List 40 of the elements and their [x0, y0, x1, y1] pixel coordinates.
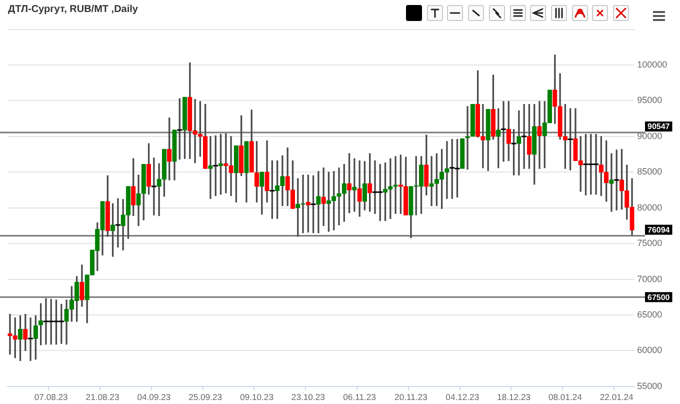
x-tick-label: 07.08.23: [34, 392, 68, 402]
x-tick-label: 22.01.24: [600, 392, 634, 402]
y-tick-label: 75000: [637, 238, 662, 248]
y-tick-label: 95000: [637, 95, 662, 106]
candlestick: [609, 153, 614, 212]
candlestick: [460, 138, 465, 169]
x-tick-label: 25.09.23: [188, 392, 222, 402]
candlestick: [316, 171, 321, 234]
ref-line-label: 90547: [648, 122, 670, 132]
y-tick-label: 85000: [637, 166, 662, 177]
y-tick-label: 90000: [637, 130, 662, 141]
candlestick: [336, 168, 342, 226]
candlestick: [480, 104, 486, 168]
y-tick-label: 100000: [637, 59, 668, 70]
candlestick: [321, 168, 326, 226]
ref-line-label: 76094: [648, 225, 670, 234]
candlestick: [357, 160, 362, 217]
candlestick: [120, 198, 126, 250]
x-tick-label: 09.10.23: [240, 392, 274, 402]
x-tick-label: 04.12.23: [446, 392, 480, 402]
y-tick-label: 60000: [637, 345, 662, 356]
chart-title: ДТЛ-Сургут, RUB/MT ,Daily: [8, 3, 138, 16]
y-tick-label: 55000: [637, 380, 662, 391]
y-tick-label: 80000: [637, 202, 662, 212]
candlestick: [516, 110, 522, 176]
candlestick: [208, 136, 213, 199]
candlestick: [470, 104, 475, 137]
x-tick-label: 18.12.23: [497, 392, 531, 402]
candlestick: [136, 174, 141, 226]
x-tick-label: 08.01.24: [548, 392, 582, 402]
x-tick-label: 06.11.23: [343, 392, 376, 402]
candlestick: [429, 156, 434, 206]
ref-line-label: 67500: [648, 292, 670, 302]
y-tick-label: 65000: [637, 309, 662, 320]
candlestick: [537, 101, 542, 169]
x-tick-label: 20.11.23: [394, 392, 428, 402]
y-tick-label: 70000: [637, 274, 662, 284]
x-tick-label: 23.10.23: [291, 392, 326, 402]
x-tick-label: 21.08.23: [86, 392, 120, 402]
x-tick-label: 04.09.23: [137, 392, 171, 402]
